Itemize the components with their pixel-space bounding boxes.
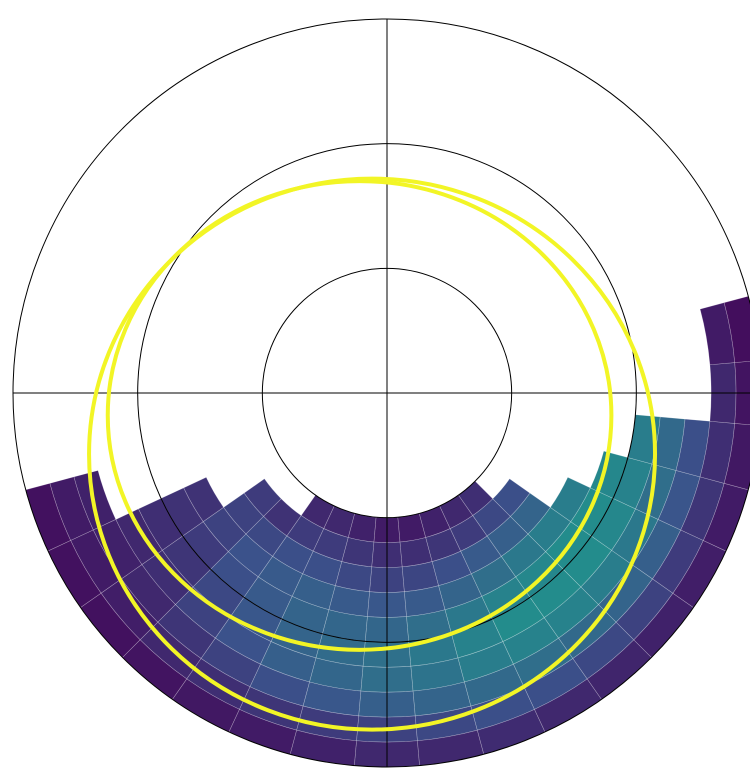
contours (87, 176, 658, 732)
heatmap-cell (328, 585, 370, 617)
heatmap-cell (239, 686, 304, 731)
heatmap-cell (699, 302, 736, 366)
heatmap-cell (549, 476, 591, 523)
heatmap-cell (263, 498, 302, 537)
heatmap-cell (431, 550, 472, 587)
heatmap-cell (680, 476, 725, 541)
heatmap-cell (157, 604, 216, 659)
heatmap-cell (257, 555, 304, 597)
heatmap-cell (492, 478, 531, 517)
heatmap-cell (457, 641, 514, 683)
heatmap-cell (223, 492, 265, 535)
heatmap-cell (309, 657, 364, 692)
heatmap-cell (598, 564, 653, 623)
heatmap-cell (312, 528, 349, 562)
polar-grid (12, 18, 750, 768)
contour-curve (105, 179, 614, 652)
heatmap-cell (341, 537, 375, 568)
heatmap (25, 295, 750, 768)
heatmap-cell (141, 549, 194, 605)
contour-curve (87, 176, 658, 732)
